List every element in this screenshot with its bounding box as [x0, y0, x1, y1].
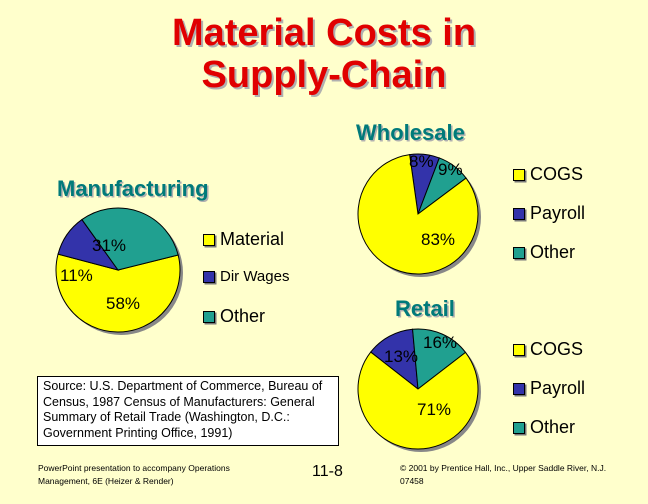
- legend-item-wholesale-other: Other: [513, 242, 575, 263]
- manufacturing-material-pct: 58%: [106, 294, 141, 313]
- legend-label-retail-cogs: COGS: [530, 339, 584, 359]
- legend-item-retail-other: Other: [513, 417, 575, 438]
- manufacturing-other-pct: 31%: [92, 236, 127, 255]
- pie-slice-cogs: [357, 351, 479, 450]
- source-note: Source: U.S. Department of Commerce, Bur…: [37, 376, 339, 446]
- legend-swatch-retail-cogs: [513, 343, 525, 356]
- legend-label-wholesale-payroll: Payroll: [530, 203, 586, 223]
- legend-item-wholesale-cogs: COGS: [513, 164, 583, 185]
- manufacturing-pie: [55, 207, 183, 335]
- manufacturing-chart-title: Manufacturing: [57, 176, 209, 201]
- retail-payroll-pct: 13%: [384, 347, 419, 366]
- footer-left: PowerPoint presentation to accompany Ope…: [38, 462, 230, 488]
- legend-item-retail-payroll: Payroll: [513, 378, 585, 399]
- pie-slice-material: [55, 253, 181, 333]
- legend-label-dir-wages: Dir Wages: [220, 268, 290, 285]
- legend-label-retail-other: Other: [530, 417, 576, 437]
- footer-left-line1: PowerPoint presentation to accompany Ope…: [38, 463, 230, 473]
- legend-swatch-manufacturing-other: [203, 310, 215, 323]
- legend-swatch-retail-other: [513, 421, 525, 434]
- legend-label-retail-payroll: Payroll: [530, 378, 586, 398]
- wholesale-cogs-pct: 83%: [421, 230, 456, 249]
- slide-title-line2: Supply-Chain: [201, 54, 447, 96]
- retail-pie: [357, 328, 481, 452]
- legend-item-retail-cogs: COGS: [513, 339, 583, 360]
- legend-label-material: Material: [220, 229, 285, 249]
- wholesale-payroll-pct: 8%: [409, 152, 434, 171]
- wholesale-other-pct: 9%: [438, 160, 463, 179]
- pie-slice-cogs: [357, 154, 479, 275]
- legend-label-manufacturing-other: Other: [220, 306, 266, 326]
- legend-label-wholesale-cogs: COGS: [530, 164, 584, 184]
- pie-slice-other: [81, 207, 179, 271]
- manufacturing-dirwages-pct: 11%: [60, 266, 93, 285]
- legend-swatch-dir-wages: [203, 270, 215, 283]
- slide-title-line1: Material Costs in: [171, 12, 477, 54]
- wholesale-pie: [357, 153, 481, 277]
- legend-swatch-material: [203, 233, 215, 246]
- retail-other-pct: 16%: [423, 333, 458, 352]
- footer-right-line1: © 2001 by Prentice Hall, Inc., Upper Sad…: [400, 463, 607, 473]
- legend-item-material: Material: [203, 229, 284, 250]
- legend-swatch-wholesale-cogs: [513, 168, 525, 181]
- slide-title: Material Costs in Supply-Chain: [0, 12, 648, 96]
- footer-right: © 2001 by Prentice Hall, Inc., Upper Sad…: [400, 462, 606, 488]
- pie-slice-other: [412, 328, 467, 390]
- legend-swatch-retail-payroll: [513, 382, 525, 395]
- legend-item-manufacturing-other: Other: [203, 306, 265, 327]
- retail-chart-title: Retail: [395, 296, 455, 321]
- footer-left-line2: Management, 6E (Heizer & Render): [38, 476, 174, 486]
- legend-label-wholesale-other: Other: [530, 242, 576, 262]
- page-number: 11-8: [312, 463, 343, 480]
- legend-swatch-wholesale-payroll: [513, 207, 525, 220]
- legend-item-dir-wages: Dir Wages: [203, 268, 289, 285]
- legend-item-wholesale-payroll: Payroll: [513, 203, 585, 224]
- retail-cogs-pct: 71%: [417, 400, 452, 419]
- wholesale-chart-title: Wholesale: [356, 120, 465, 145]
- legend-swatch-wholesale-other: [513, 246, 525, 259]
- footer-right-line2: 07458: [400, 476, 424, 486]
